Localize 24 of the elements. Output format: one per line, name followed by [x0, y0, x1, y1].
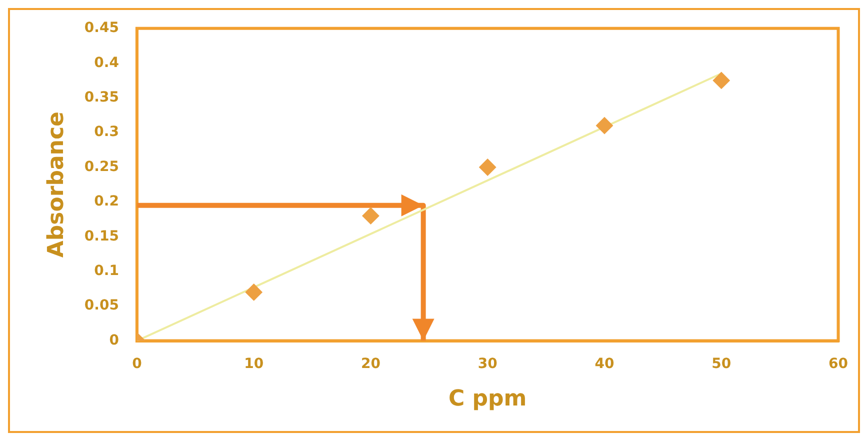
y-tick-label: 0.05	[84, 298, 119, 314]
y-tick-label: 0.15	[84, 228, 119, 244]
point	[596, 117, 613, 134]
y-axis-title: Absorbance	[44, 112, 69, 258]
point	[712, 72, 730, 89]
x-tick-label: 50	[712, 356, 732, 372]
point	[245, 284, 262, 301]
x-tick-label: 40	[594, 356, 614, 372]
point	[362, 207, 380, 224]
y-tick-label: 0.2	[94, 194, 119, 210]
y-tick-label: 0.4	[94, 54, 120, 71]
x-axis-title: C ppm	[448, 386, 527, 412]
y-tick-label: 0.35	[84, 89, 119, 106]
y-tick-label: 0.1	[94, 263, 119, 280]
x-tick-label: 60	[828, 356, 848, 372]
y-tick-label: 0.3	[94, 124, 119, 140]
y-tick-label: 0.45	[84, 20, 119, 36]
y-tick-label: 0.25	[84, 158, 119, 175]
point	[479, 158, 496, 176]
x-tick-label: 10	[244, 356, 264, 372]
x-tick-label: 30	[478, 356, 498, 372]
y-tick-label: 0	[109, 332, 120, 348]
x-tick-label: 20	[360, 356, 381, 372]
x-tick-label: 0	[132, 356, 142, 372]
